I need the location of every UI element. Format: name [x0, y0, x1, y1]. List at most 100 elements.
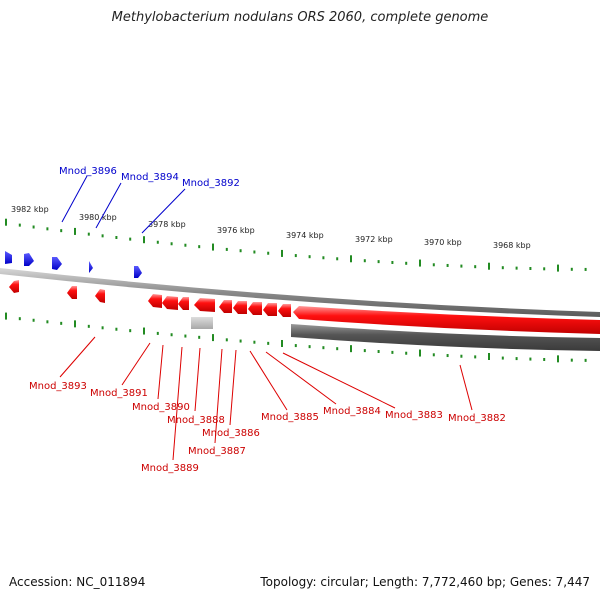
minor-tick [170, 333, 173, 337]
forward-gene-arrow[interactable] [5, 251, 12, 264]
reverse-label-leaders [59, 336, 473, 461]
minor-tick [363, 349, 366, 353]
major-tick [143, 236, 145, 244]
minor-tick [474, 355, 477, 359]
minor-tick [46, 227, 49, 231]
minor-tick [543, 267, 546, 271]
gene-label[interactable]: Mnod_3896 [59, 166, 117, 177]
forward-label-leaders [61, 175, 186, 234]
genome-title: Methylobacterium nodulans ORS 2060, comp… [111, 10, 489, 25]
gene-label[interactable]: Mnod_3887 [188, 446, 246, 457]
gene-label[interactable]: Mnod_3893 [29, 381, 87, 392]
reverse-gene-arrow[interactable] [248, 302, 262, 315]
forward-gene-arrow[interactable] [24, 253, 34, 266]
gene-label[interactable]: Mnod_3894 [121, 172, 179, 183]
gene-label[interactable]: Mnod_3882 [448, 413, 506, 424]
minor-tick [101, 234, 104, 238]
minor-tick [294, 254, 297, 258]
major-tick [281, 249, 283, 257]
gene-label[interactable]: Mnod_3890 [132, 402, 190, 413]
minor-tick [308, 255, 311, 259]
major-tick [488, 352, 490, 360]
minor-tick [253, 250, 256, 254]
minor-tick [405, 351, 408, 355]
minor-tick [239, 249, 242, 253]
major-tick [350, 345, 352, 353]
minor-tick [32, 225, 35, 229]
gene-label[interactable]: Mnod_3886 [202, 428, 260, 439]
gene-label[interactable]: Mnod_3889 [141, 463, 199, 474]
major-tick [350, 255, 352, 263]
reverse-gene-arrow[interactable] [263, 303, 277, 316]
minor-tick [515, 357, 518, 361]
minor-tick [336, 257, 339, 261]
genome-stats-text: Topology: circular; Length: 7,772,460 bp… [260, 575, 590, 589]
reverse-gene-arrow[interactable] [178, 297, 189, 310]
gene-label[interactable]: Mnod_3884 [323, 406, 381, 417]
minor-tick [322, 256, 325, 260]
major-tick [212, 243, 214, 251]
minor-tick [239, 339, 242, 343]
reverse-gene-labels: Mnod_3893 Mnod_3891 Mnod_3890 Mnod_3888 … [29, 381, 506, 474]
forward-gene-arrow[interactable] [89, 261, 93, 273]
minor-tick [432, 263, 435, 267]
reverse-gene-arrow[interactable] [148, 294, 162, 308]
minor-tick [18, 317, 21, 321]
forward-gene-arrow[interactable] [134, 266, 142, 278]
minor-tick [170, 242, 173, 246]
major-tick [557, 264, 559, 272]
reverse-gene-arrow-long[interactable] [293, 306, 600, 334]
accession-text: Accession: NC_011894 [9, 575, 146, 589]
gene-label[interactable]: Mnod_3891 [90, 388, 148, 399]
minor-tick [377, 350, 380, 354]
reverse-gene-arrow[interactable] [194, 298, 215, 312]
minor-tick [570, 267, 573, 271]
minor-tick [156, 240, 159, 244]
minor-tick [32, 318, 35, 322]
major-tick [5, 218, 7, 226]
outer-tick-ring [5, 218, 587, 272]
minor-tick [474, 265, 477, 269]
reverse-gene-arrow[interactable] [219, 300, 232, 313]
reverse-gene-arrow[interactable] [162, 296, 178, 310]
reverse-gene-arrow[interactable] [9, 280, 19, 293]
kbp-label: 3980 kbp [79, 213, 117, 222]
gene-label[interactable]: Mnod_3888 [167, 415, 225, 426]
minor-tick [405, 261, 408, 265]
minor-tick [184, 243, 187, 247]
major-tick [557, 355, 559, 363]
minor-tick [446, 354, 449, 358]
minor-tick [253, 340, 256, 344]
gene-label[interactable]: Mnod_3885 [261, 412, 319, 423]
minor-tick [391, 260, 394, 264]
minor-tick [336, 347, 339, 351]
minor-tick [501, 266, 504, 270]
inner-tick-ring [5, 312, 587, 363]
minor-tick [294, 344, 297, 348]
minor-tick [322, 346, 325, 350]
minor-tick [115, 236, 118, 240]
reverse-gene-arrow[interactable] [95, 289, 105, 303]
kbp-label: 3970 kbp [424, 238, 462, 247]
reverse-gene-arrow[interactable] [233, 301, 247, 314]
minor-tick [501, 356, 504, 360]
minor-tick [432, 353, 435, 357]
minor-tick [101, 326, 104, 330]
minor-tick [308, 345, 311, 349]
gene-label[interactable]: Mnod_3883 [385, 410, 443, 421]
forward-gene-arrow[interactable] [52, 257, 62, 270]
minor-tick [363, 259, 366, 263]
minor-tick [156, 331, 159, 335]
reverse-strand-genes [9, 280, 600, 334]
kbp-label: 3978 kbp [148, 220, 186, 229]
minor-tick [529, 267, 532, 271]
major-tick [281, 339, 283, 347]
reverse-gene-arrow[interactable] [67, 286, 77, 299]
reverse-gene-arrow[interactable] [278, 304, 291, 317]
major-tick [143, 327, 145, 335]
minor-tick [377, 260, 380, 264]
rna-feature-block [191, 317, 213, 329]
gene-label[interactable]: Mnod_3892 [182, 178, 240, 189]
